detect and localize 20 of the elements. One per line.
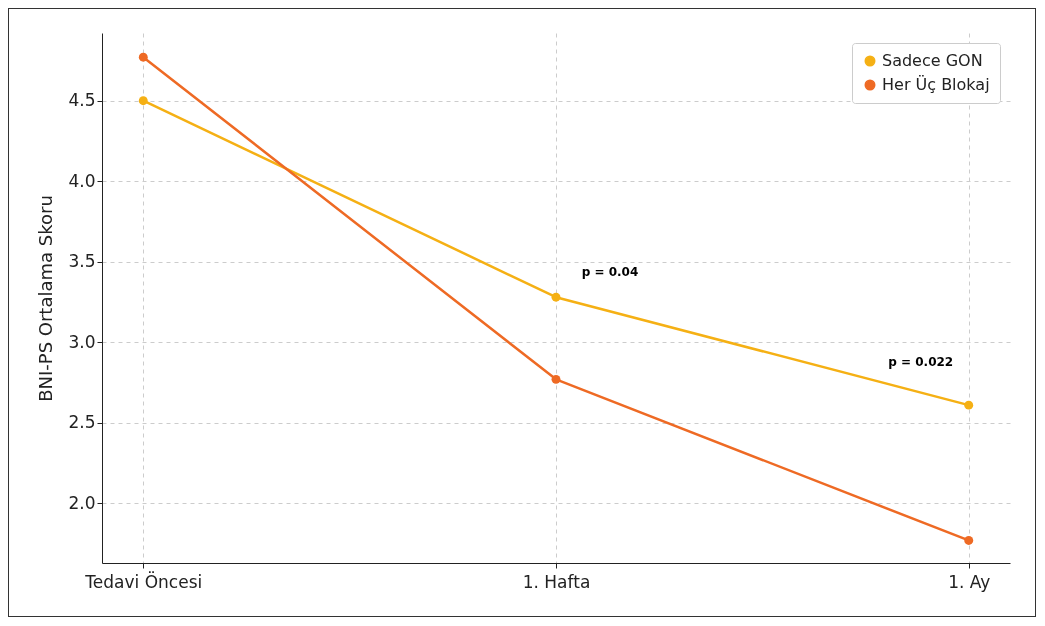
y-tick-label: 2.5 bbox=[68, 412, 96, 433]
point bbox=[551, 374, 561, 384]
point bbox=[138, 96, 148, 106]
y-tick-label: 2.0 bbox=[68, 492, 96, 513]
annotation: p = 0.04 bbox=[581, 264, 639, 279]
y-tick-label: 4.0 bbox=[68, 170, 96, 191]
legend-label: Her Üç Blokaj bbox=[882, 75, 990, 94]
x-tick-label: Tedavi Öncesi bbox=[84, 570, 203, 592]
legend-label: Sadece GON bbox=[882, 51, 983, 70]
x-tick-label: 1. Ay bbox=[948, 571, 991, 592]
x-tick-label: 1. Hafta bbox=[522, 571, 591, 592]
y-tick-label: 3.5 bbox=[68, 251, 96, 272]
point bbox=[138, 52, 148, 62]
point bbox=[964, 400, 974, 410]
point bbox=[551, 292, 561, 302]
y-tick-label: 3.0 bbox=[68, 331, 96, 352]
y-axis-title: BNI-PS Ortalama Skoru bbox=[35, 195, 57, 402]
y-tick-label: 4.5 bbox=[68, 90, 96, 111]
annotation: p = 0.022 bbox=[888, 354, 954, 369]
point bbox=[964, 535, 974, 545]
